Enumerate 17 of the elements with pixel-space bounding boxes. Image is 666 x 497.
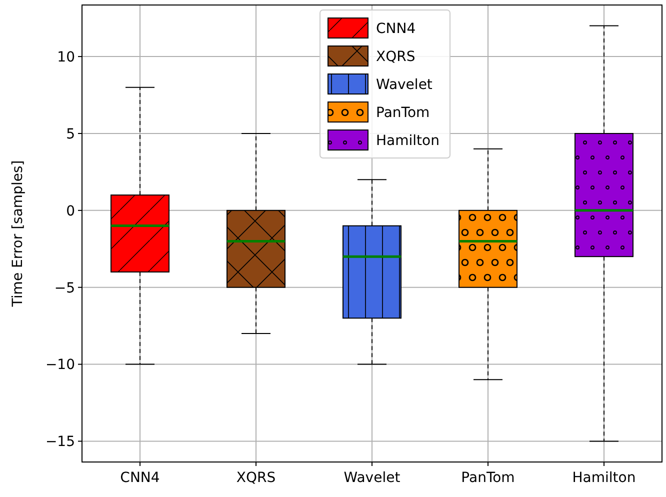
legend-label: PanTom	[376, 104, 430, 121]
y-tick-label: −15	[45, 434, 75, 450]
y-tick-label: 5	[66, 126, 75, 142]
legend-label: XQRS	[376, 48, 416, 65]
legend-label: Hamilton	[376, 132, 440, 149]
x-tick-label: PanTom	[461, 470, 515, 486]
x-tick-label: Wavelet	[344, 470, 401, 486]
y-axis-title: Time Error [samples]	[10, 160, 26, 308]
x-tick-label: Hamilton	[572, 470, 636, 486]
legend-label: CNN4	[376, 20, 416, 37]
legend-label: Wavelet	[376, 76, 433, 93]
y-tick-label: 10	[57, 49, 75, 66]
x-tick-label: CNN4	[120, 470, 160, 486]
y-tick-label: −5	[54, 280, 75, 296]
y-tick-label: −10	[45, 357, 75, 374]
x-tick-label: XQRS	[236, 470, 276, 486]
y-tick-label: 0	[66, 203, 75, 220]
